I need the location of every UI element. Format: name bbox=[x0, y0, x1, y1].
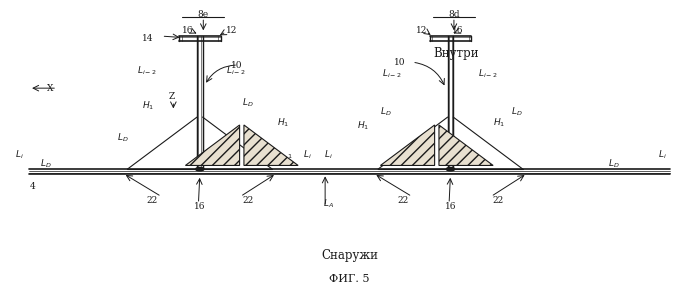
Text: $L_A$: $L_A$ bbox=[323, 198, 334, 210]
Text: $H_1$: $H_1$ bbox=[493, 117, 505, 129]
Text: 22: 22 bbox=[492, 197, 503, 206]
Text: $L_{i-1}$: $L_{i-1}$ bbox=[273, 148, 294, 161]
Text: 16: 16 bbox=[445, 202, 456, 211]
Text: $L_D$: $L_D$ bbox=[511, 105, 522, 118]
Text: $L_i$: $L_i$ bbox=[324, 148, 333, 161]
Text: $L_D$: $L_D$ bbox=[608, 157, 620, 170]
Text: 22: 22 bbox=[243, 197, 254, 206]
Text: $H_1$: $H_1$ bbox=[278, 117, 289, 129]
Text: $L_D$: $L_D$ bbox=[40, 157, 51, 170]
Text: 8e: 8e bbox=[198, 10, 209, 19]
Text: $H_1$: $H_1$ bbox=[357, 119, 370, 132]
Text: 12: 12 bbox=[226, 26, 237, 35]
Text: 14: 14 bbox=[142, 34, 153, 44]
Text: $L_{i-2}$: $L_{i-2}$ bbox=[137, 65, 157, 77]
Text: $L_i$: $L_i$ bbox=[303, 148, 312, 161]
Text: 22: 22 bbox=[147, 197, 158, 206]
Text: $L_i$: $L_i$ bbox=[15, 148, 24, 161]
Text: Z: Z bbox=[169, 92, 175, 101]
Text: 10: 10 bbox=[231, 60, 243, 69]
Text: 8d: 8d bbox=[448, 10, 460, 19]
Text: $L_D$: $L_D$ bbox=[242, 96, 253, 109]
Text: $H_1$: $H_1$ bbox=[143, 99, 154, 112]
Text: 16: 16 bbox=[182, 26, 193, 35]
Text: $L_{i-2}$: $L_{i-2}$ bbox=[226, 65, 246, 77]
Text: Внутри: Внутри bbox=[433, 47, 479, 60]
Text: 12: 12 bbox=[415, 26, 427, 35]
Text: $L_{i-2}$: $L_{i-2}$ bbox=[382, 67, 402, 80]
Text: X: X bbox=[47, 84, 53, 93]
Text: $L_D$: $L_D$ bbox=[380, 105, 391, 118]
Text: Снаружи: Снаружи bbox=[321, 249, 378, 263]
Text: ФИГ. 5: ФИГ. 5 bbox=[329, 274, 370, 284]
Text: $L_D$: $L_D$ bbox=[117, 131, 129, 144]
Text: 22: 22 bbox=[398, 197, 409, 206]
Text: $L_{i-2}$: $L_{i-2}$ bbox=[478, 67, 498, 80]
Circle shape bbox=[196, 167, 204, 171]
Text: 16: 16 bbox=[452, 26, 463, 35]
Text: $L_i$: $L_i$ bbox=[658, 148, 667, 161]
Circle shape bbox=[446, 167, 454, 171]
Text: 10: 10 bbox=[394, 58, 405, 67]
Text: 4: 4 bbox=[30, 182, 36, 191]
Text: 16: 16 bbox=[194, 202, 206, 211]
